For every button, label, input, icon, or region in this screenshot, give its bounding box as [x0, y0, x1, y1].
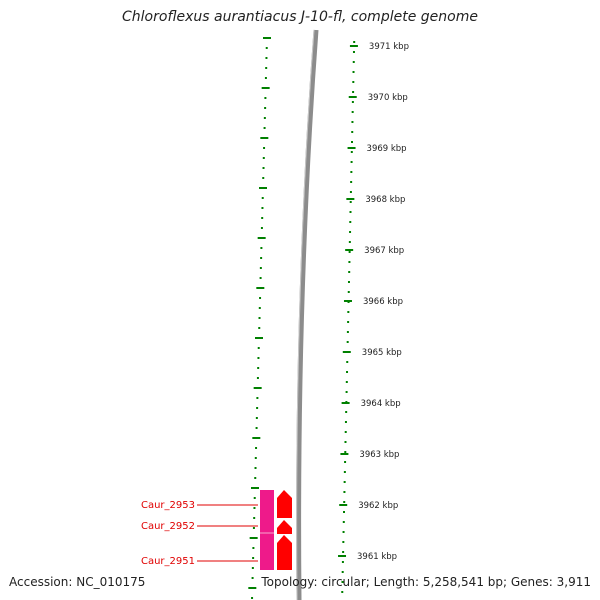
scale-tick-label: 3971 kbp — [369, 42, 409, 52]
scale-tick-label: 3967 kbp — [364, 246, 404, 256]
gene-label: Caur_2953 — [141, 500, 195, 511]
scale-tick-label: 3966 kbp — [363, 297, 403, 307]
gc-track-outer — [341, 41, 356, 593]
gene-arrow-caur-2952 — [277, 520, 292, 534]
gene-block-reverse — [260, 490, 274, 570]
gene-arrow-caur-2951 — [277, 535, 292, 570]
genome-backbone-highlight — [296, 29, 315, 600]
gene-features — [260, 490, 292, 570]
scale-tick-label: 3963 kbp — [359, 450, 399, 460]
genome-backbone — [296, 29, 319, 600]
topology-text: Topology: circular; Length: 5,258,541 bp… — [261, 575, 591, 589]
scale-tick-label: 3964 kbp — [361, 399, 401, 409]
accession-text: Accession: NC_010175 — [9, 575, 146, 589]
scale-tick-label: 3965 kbp — [362, 348, 402, 358]
scale-tick-label: 3969 kbp — [367, 144, 407, 154]
gene-label: Caur_2952 — [141, 521, 195, 532]
genome-title: Chloroflexus aurantiacus J-10-fl, comple… — [122, 9, 478, 25]
gene-label: Caur_2951 — [141, 556, 195, 567]
scale-tick-label: 3961 kbp — [357, 552, 397, 562]
scale-tick-label: 3962 kbp — [358, 501, 398, 511]
scale-tick-label: 3968 kbp — [365, 195, 405, 205]
scale-tick-label: 3970 kbp — [368, 93, 408, 103]
scale-ticks: 3971 kbp 3970 kbp 3969 kbp 3968 kbp 3967 kbp… — [338, 42, 409, 562]
gc-track-inner — [248, 37, 271, 599]
gene-labels: Caur_2953 Caur_2952 Caur_2951 — [141, 500, 258, 567]
gene-arrow-caur-2953 — [277, 490, 292, 518]
